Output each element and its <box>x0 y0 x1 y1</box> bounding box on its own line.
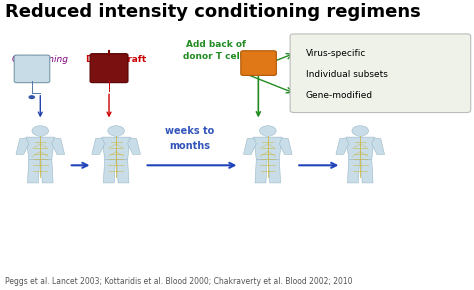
Polygon shape <box>372 138 384 154</box>
Bar <box>265 131 270 137</box>
Text: Individual subsets: Individual subsets <box>306 70 388 79</box>
Circle shape <box>352 126 369 136</box>
Polygon shape <box>279 138 292 154</box>
Circle shape <box>259 126 276 136</box>
Circle shape <box>28 95 35 99</box>
FancyBboxPatch shape <box>90 54 128 83</box>
Polygon shape <box>26 137 55 160</box>
Polygon shape <box>255 160 267 183</box>
Text: Donor Graft: Donor Graft <box>86 55 146 64</box>
FancyBboxPatch shape <box>290 34 471 113</box>
Polygon shape <box>103 160 116 183</box>
Polygon shape <box>347 160 360 183</box>
Text: donor T cells: donor T cells <box>183 52 248 61</box>
Bar <box>114 131 118 137</box>
Circle shape <box>108 126 125 136</box>
Bar <box>358 131 363 137</box>
Polygon shape <box>128 138 140 154</box>
Circle shape <box>32 126 49 136</box>
Text: Conditioning: Conditioning <box>12 55 69 64</box>
Polygon shape <box>92 138 105 154</box>
Polygon shape <box>52 138 64 154</box>
Bar <box>38 131 43 137</box>
Polygon shape <box>102 137 130 160</box>
Polygon shape <box>254 137 282 160</box>
FancyBboxPatch shape <box>14 55 50 83</box>
FancyBboxPatch shape <box>241 51 276 75</box>
Polygon shape <box>41 160 53 183</box>
Text: Virus-specific: Virus-specific <box>306 49 366 58</box>
Polygon shape <box>336 138 349 154</box>
Text: months: months <box>169 141 210 151</box>
Polygon shape <box>268 160 281 183</box>
Text: weeks to: weeks to <box>165 126 214 136</box>
Polygon shape <box>16 138 29 154</box>
Polygon shape <box>346 137 374 160</box>
Text: Reduced intensity conditioning regimens: Reduced intensity conditioning regimens <box>5 3 420 21</box>
Polygon shape <box>361 160 373 183</box>
Polygon shape <box>27 160 40 183</box>
Text: Add back of: Add back of <box>186 40 246 49</box>
Text: Peggs et al. Lancet 2003; Kottaridis et al. Blood 2000; Chakraverty et al. Blood: Peggs et al. Lancet 2003; Kottaridis et … <box>5 277 352 286</box>
Polygon shape <box>117 160 129 183</box>
Polygon shape <box>244 138 256 154</box>
Text: Gene-modified: Gene-modified <box>306 91 373 100</box>
